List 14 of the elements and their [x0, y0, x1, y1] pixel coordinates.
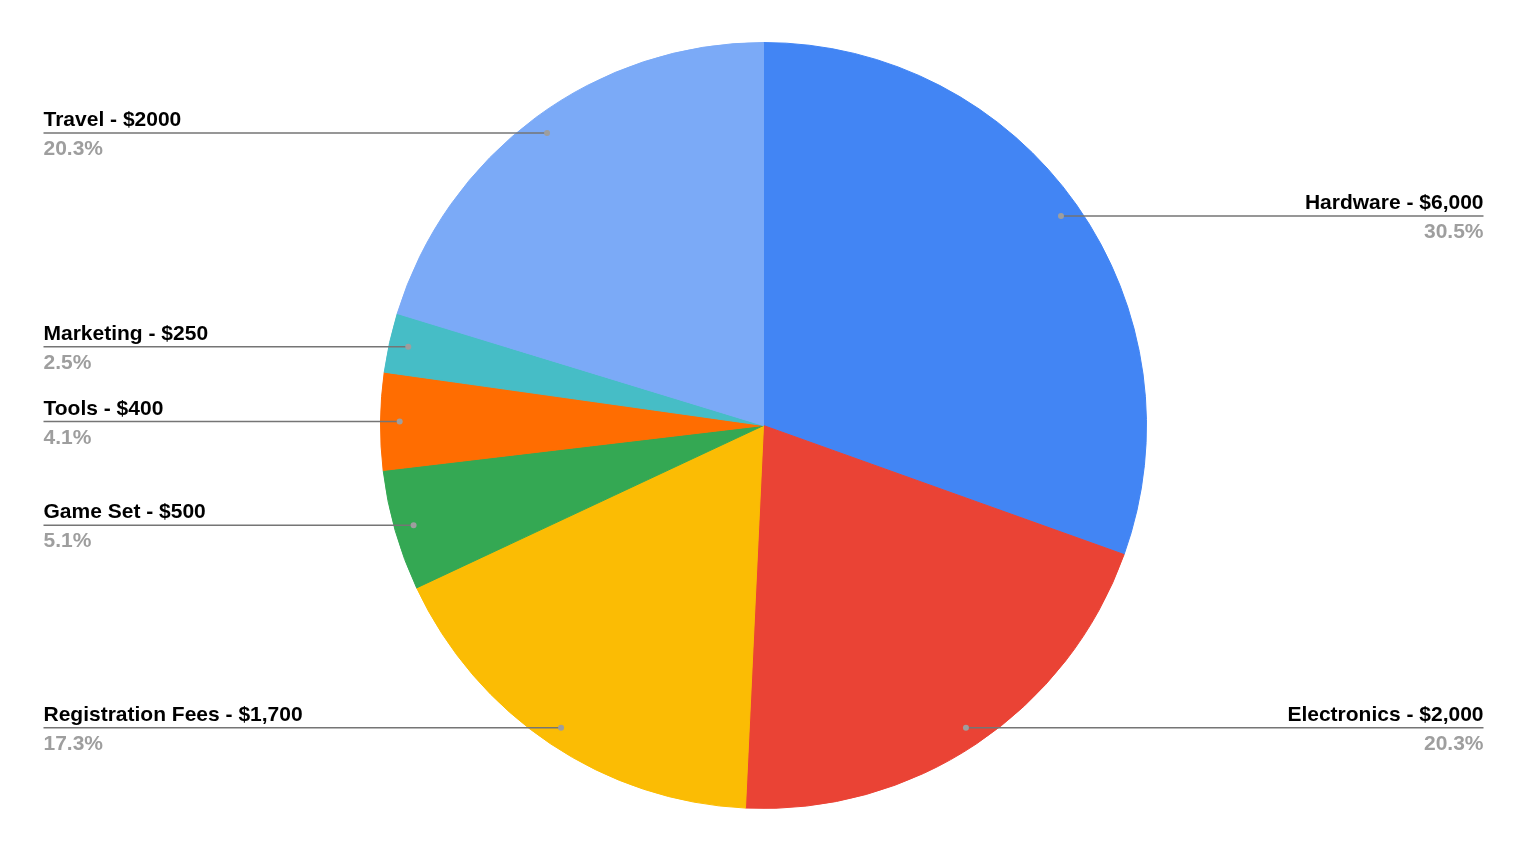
data-label: 30.5% — [1423, 219, 1484, 242]
data-label: 5.1% — [43, 528, 92, 552]
slice-label: Game Set - $500 — [43, 499, 206, 523]
data-label: 20.3% — [1423, 730, 1484, 754]
data-label: 17.3% — [43, 730, 104, 754]
slice-label: Travel - $2000 — [43, 107, 182, 131]
slice-label: Marketing - $250 — [43, 320, 209, 344]
slice-label: Hardware - $6,000 — [1304, 190, 1484, 213]
data-label: 4.1% — [43, 424, 92, 448]
slice-label: Electronics - $2,000 — [1287, 701, 1484, 725]
data-label: 2.5% — [43, 349, 92, 373]
data-label: 20.3% — [43, 136, 104, 160]
slice-label: Tools - $400 — [43, 395, 164, 419]
slice-label: Registration Fees - $1,700 — [43, 701, 303, 725]
